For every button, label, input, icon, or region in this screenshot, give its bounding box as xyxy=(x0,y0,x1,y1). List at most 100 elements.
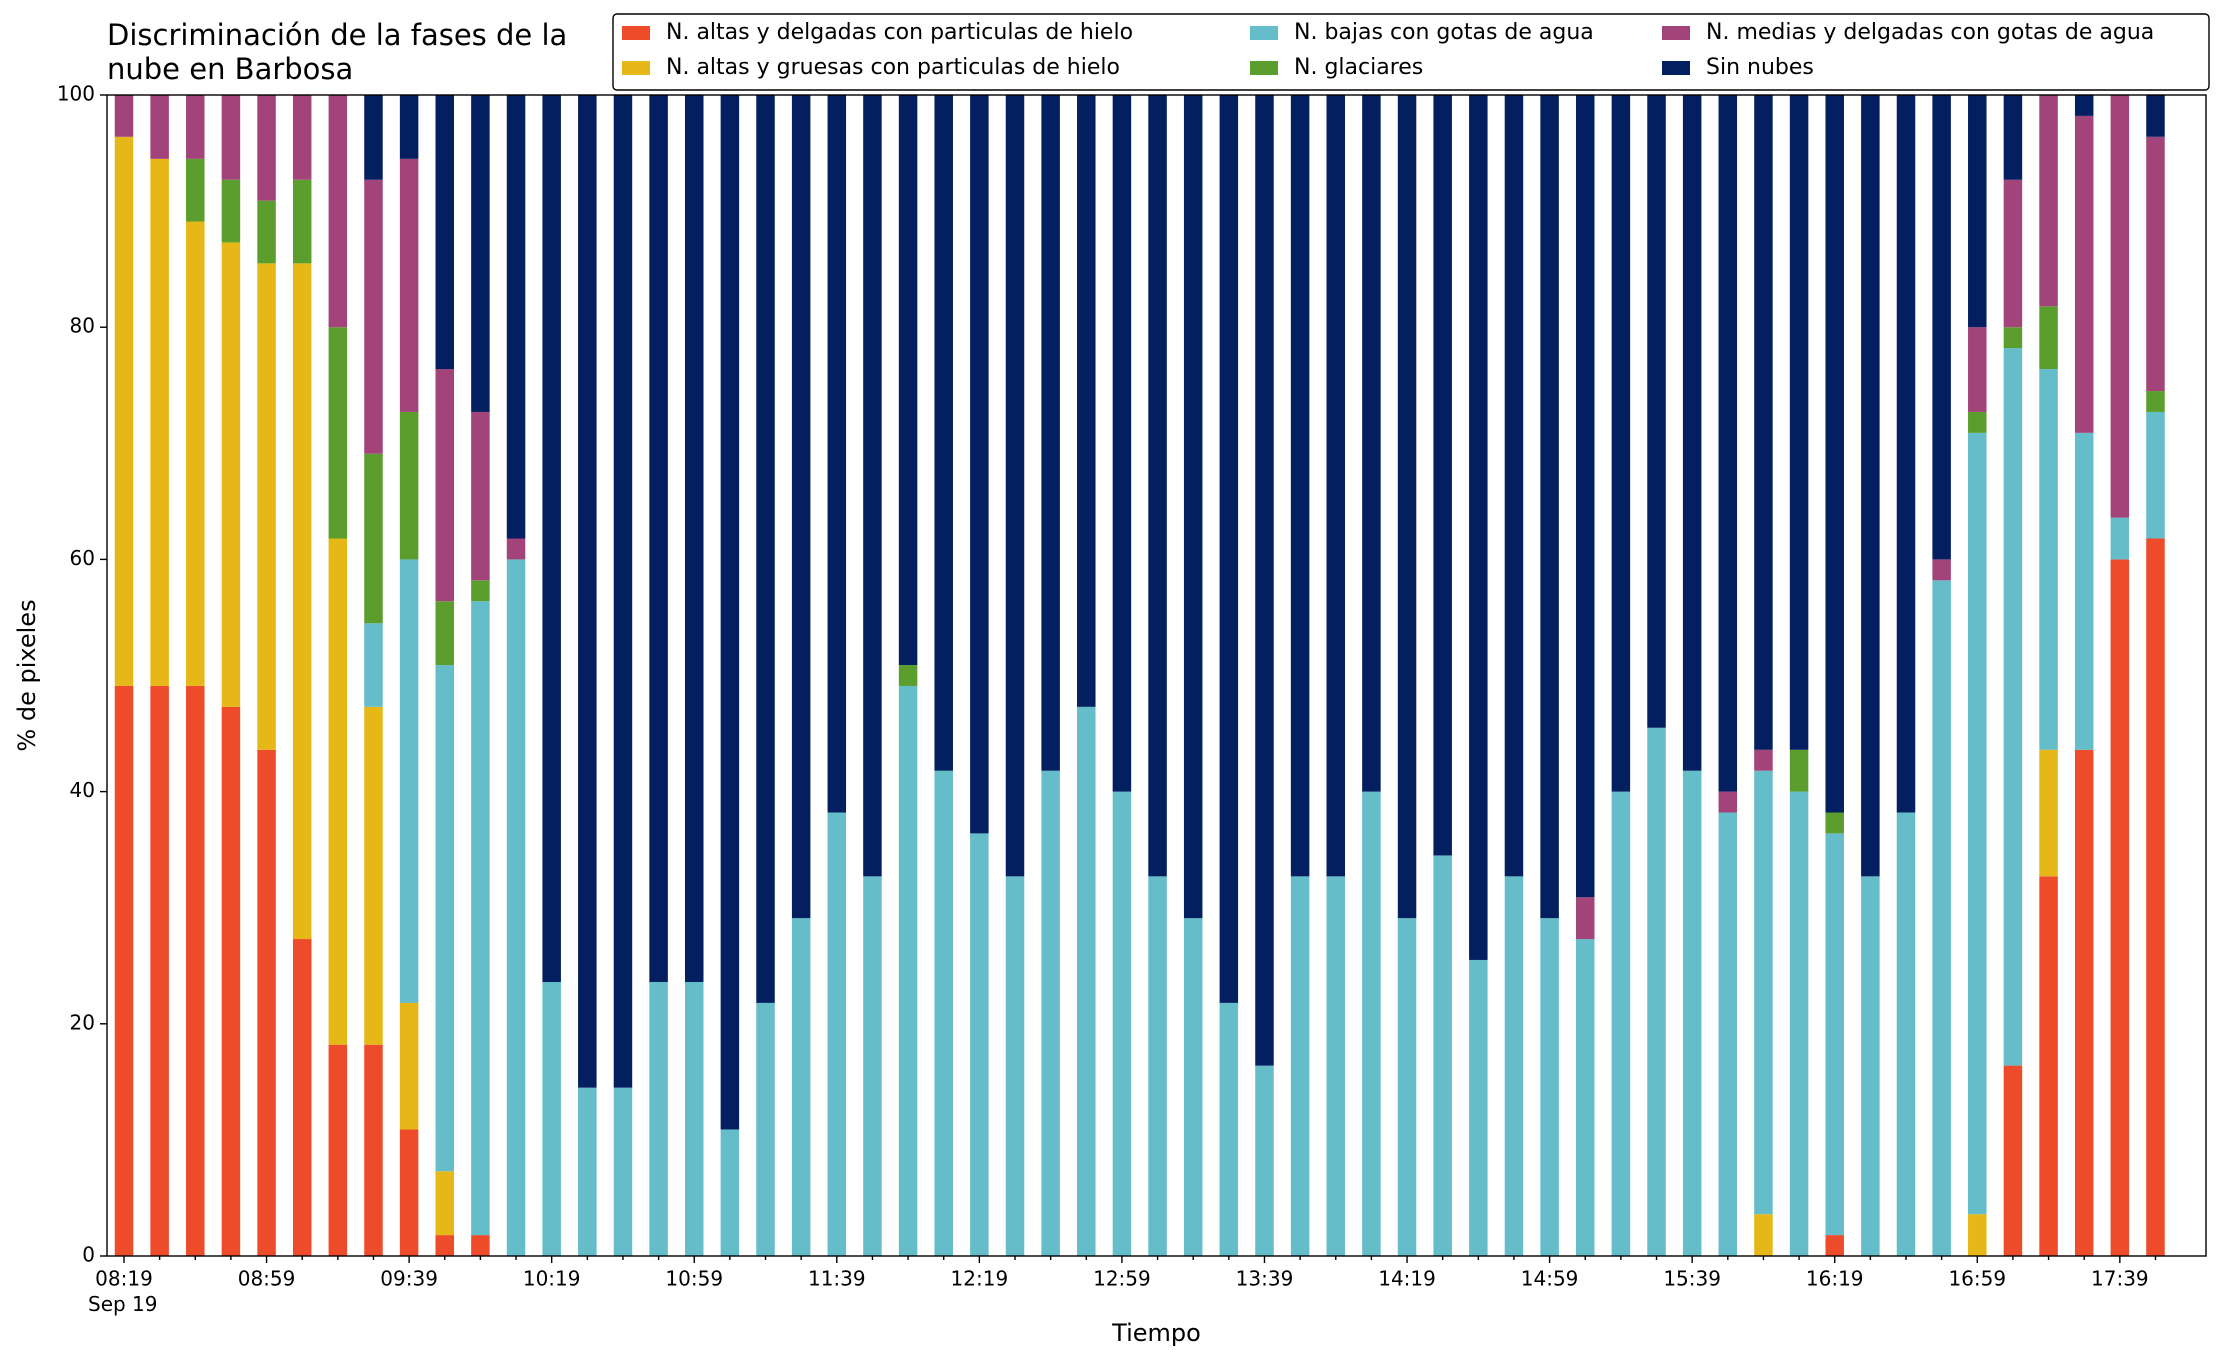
bar-segment xyxy=(1968,1214,1987,1256)
bar-segment xyxy=(2039,876,2058,1256)
bar-segment xyxy=(328,327,348,539)
bar-segment xyxy=(328,538,348,1045)
bar-segment xyxy=(1861,876,1880,1256)
bar-segment xyxy=(471,1235,490,1256)
bar-segment xyxy=(1611,791,1631,1256)
bar-segment xyxy=(399,559,419,1003)
bar-segment xyxy=(2110,95,2130,518)
bar-segment xyxy=(1647,95,1666,728)
bar-segment xyxy=(1718,791,1738,813)
bar-segment xyxy=(578,95,597,1088)
bar-segment xyxy=(2074,749,2094,1256)
bar-segment xyxy=(1932,559,1951,581)
bar-segment xyxy=(2039,95,2058,307)
bar-segment xyxy=(1290,876,1310,1256)
bar-segment xyxy=(613,1087,633,1256)
bar-segment xyxy=(292,95,312,180)
bar-segment xyxy=(1968,327,1987,412)
bar-segment xyxy=(292,179,312,264)
x-tick-label: 12:59 xyxy=(1093,1267,1151,1291)
bar-segment xyxy=(827,812,847,1256)
bar-segment xyxy=(1077,95,1096,707)
bar-segment xyxy=(1932,580,1951,1256)
x-tick-label: 13:39 xyxy=(1236,1267,1294,1291)
bar-segment xyxy=(186,685,205,1256)
bar-segment xyxy=(863,876,882,1256)
legend-swatch xyxy=(1662,61,1690,75)
bar-segment xyxy=(1397,95,1417,919)
bar-segment xyxy=(1718,812,1738,1256)
bar-segment xyxy=(1362,791,1381,1256)
bar-segment xyxy=(898,665,918,686)
bar-segment xyxy=(2146,136,2165,392)
bar-segment xyxy=(649,95,668,983)
bar-segment xyxy=(1469,95,1488,960)
bar-segment xyxy=(435,1171,455,1236)
bar-segment xyxy=(1896,95,1916,813)
bar-segment xyxy=(756,95,775,1003)
plot-frame xyxy=(106,94,2207,1257)
y-tick-label: 80 xyxy=(70,314,95,338)
bar-segment xyxy=(1433,95,1452,856)
bar-segment xyxy=(2074,95,2094,116)
bar-segment xyxy=(1148,95,1167,877)
bar-segment xyxy=(364,95,383,180)
legend-swatch xyxy=(622,26,650,40)
bar-segment xyxy=(1754,1214,1773,1256)
bar-segment xyxy=(1789,749,1809,792)
bar-segment xyxy=(934,770,953,1256)
bar-segment xyxy=(1754,95,1773,750)
bar-segment xyxy=(186,221,205,686)
bar-segment xyxy=(1219,1002,1239,1256)
y-axis-label: % de pixeles xyxy=(13,599,41,751)
bar-segment xyxy=(1611,95,1631,792)
y-tick-label: 100 xyxy=(57,82,95,106)
bar-segment xyxy=(1575,939,1595,1256)
bar-segment xyxy=(684,982,704,1256)
bar-segment xyxy=(1789,791,1809,1256)
bar-segment xyxy=(2039,306,2058,369)
x-tick-label: 17:39 xyxy=(2091,1267,2149,1291)
bar-segment xyxy=(114,95,134,137)
bar-segment xyxy=(1326,876,1346,1256)
bar-segment xyxy=(2003,327,2023,349)
bar-segment xyxy=(2146,411,2165,539)
bar-segment xyxy=(1504,95,1524,877)
chart-title: Discriminación de la fases de la nube en… xyxy=(107,18,568,86)
legend-label: N. medias y delgadas con gotas de agua xyxy=(1706,20,2154,45)
y-tick-label: 40 xyxy=(70,778,95,802)
bar-segment xyxy=(399,158,419,412)
bar-segment xyxy=(2003,179,2023,328)
bar-segment xyxy=(1255,95,1274,1066)
bar-segment xyxy=(364,453,383,624)
x-tick-label: 14:19 xyxy=(1378,1267,1436,1291)
bar-segment xyxy=(435,601,455,666)
bar-segment xyxy=(435,1235,455,1256)
bar-segment xyxy=(2074,115,2094,433)
bar-segment xyxy=(970,833,989,1256)
bar-segment xyxy=(1575,95,1595,898)
bar-segment xyxy=(1504,876,1524,1256)
bar-segment xyxy=(791,95,811,919)
bar-segment xyxy=(1825,95,1844,813)
bar-segment xyxy=(2110,559,2130,1256)
bar-segment xyxy=(2110,517,2130,560)
bar-segment xyxy=(221,706,241,1256)
x-tick-label: 09:39 xyxy=(380,1267,438,1291)
bar-segment xyxy=(1148,876,1167,1256)
bar-segment xyxy=(1968,95,1987,328)
bar-segment xyxy=(1041,770,1060,1256)
bar-segment xyxy=(364,706,383,1045)
bar-segment xyxy=(471,580,490,602)
bar-segment xyxy=(399,411,419,560)
x-tick-label: 14:59 xyxy=(1521,1267,1579,1291)
bar-segment xyxy=(756,1002,775,1256)
bar-segment xyxy=(257,200,276,264)
bar-segment xyxy=(1896,812,1916,1256)
bar-segment xyxy=(1362,95,1381,792)
bar-segment xyxy=(257,95,276,201)
bar-segment xyxy=(1219,95,1239,1003)
bar-segment xyxy=(1005,876,1025,1256)
bar-segment xyxy=(1754,770,1773,1215)
